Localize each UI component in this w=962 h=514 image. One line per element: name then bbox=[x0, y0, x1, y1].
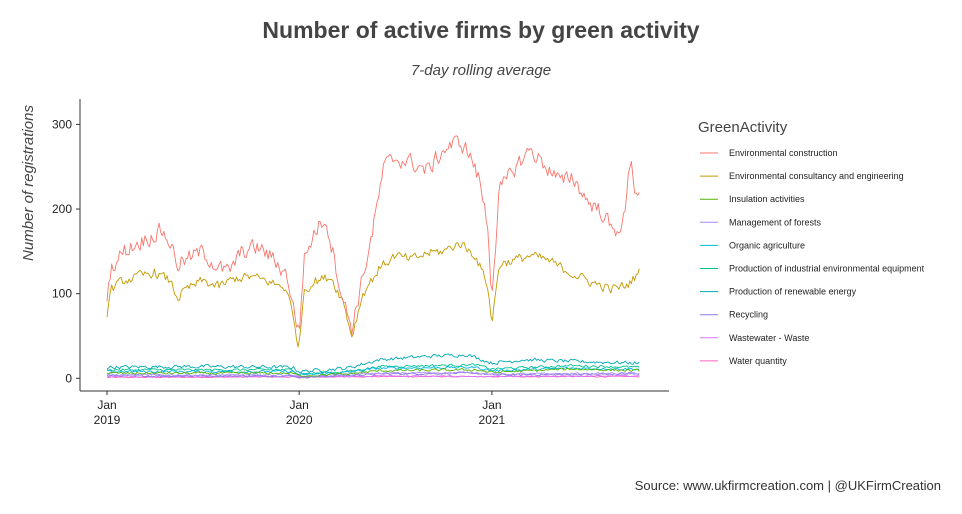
legend-label: Wastewater - Waste bbox=[729, 333, 809, 343]
x-tick-label: Jan bbox=[482, 398, 501, 412]
y-tick-label: 300 bbox=[52, 117, 72, 131]
x-tick-label: Jan bbox=[290, 398, 309, 412]
legend-label: Environmental construction bbox=[729, 148, 838, 158]
series-line-management-of-forests bbox=[106, 371, 640, 378]
chart-title: Number of active firms by green activity bbox=[262, 17, 699, 43]
series-line-production-of-industrial-environmental-equipment bbox=[106, 363, 640, 376]
y-tick-label: 100 bbox=[52, 287, 72, 301]
legend-label: Organic agriculture bbox=[729, 240, 805, 250]
legend-label: Management of forests bbox=[729, 217, 822, 227]
legend-label: Environmental consultancy and engineerin… bbox=[729, 171, 904, 181]
series-line-insulation-activities bbox=[106, 367, 640, 378]
y-tick-label: 200 bbox=[52, 202, 72, 216]
x-tick-label: 2019 bbox=[94, 413, 121, 427]
series-line-environmental-construction bbox=[106, 135, 640, 336]
x-tick-label: 2020 bbox=[286, 413, 313, 427]
x-tick-label: 2021 bbox=[479, 413, 506, 427]
series-line-wastewater-waste bbox=[106, 374, 640, 379]
legend-label: Insulation activities bbox=[729, 194, 805, 204]
plot-area bbox=[106, 135, 640, 379]
series-line-production-of-renewable-energy bbox=[106, 353, 640, 374]
series-line-organic-agriculture bbox=[106, 365, 640, 376]
y-axis-label: Number of registrations bbox=[20, 105, 37, 261]
series-line-environmental-consultancy-and-engineering bbox=[106, 242, 640, 348]
y-tick-label: 0 bbox=[65, 371, 72, 385]
legend: Environmental construction Environmental … bbox=[700, 148, 925, 366]
legend-label: Water quantity bbox=[729, 356, 787, 366]
legend-label: Production of renewable energy bbox=[729, 287, 857, 297]
legend-label: Production of industrial environmental e… bbox=[729, 264, 925, 274]
y-ticks: 0 100 200 300 bbox=[52, 117, 80, 385]
x-tick-label: Jan bbox=[97, 398, 116, 412]
chart-caption: Source: www.ukfirmcreation.com | @UKFirm… bbox=[635, 478, 941, 493]
legend-label: Recycling bbox=[729, 310, 768, 320]
chart-subtitle: 7-day rolling average bbox=[411, 62, 551, 79]
legend-title: GreenActivity bbox=[698, 119, 788, 136]
